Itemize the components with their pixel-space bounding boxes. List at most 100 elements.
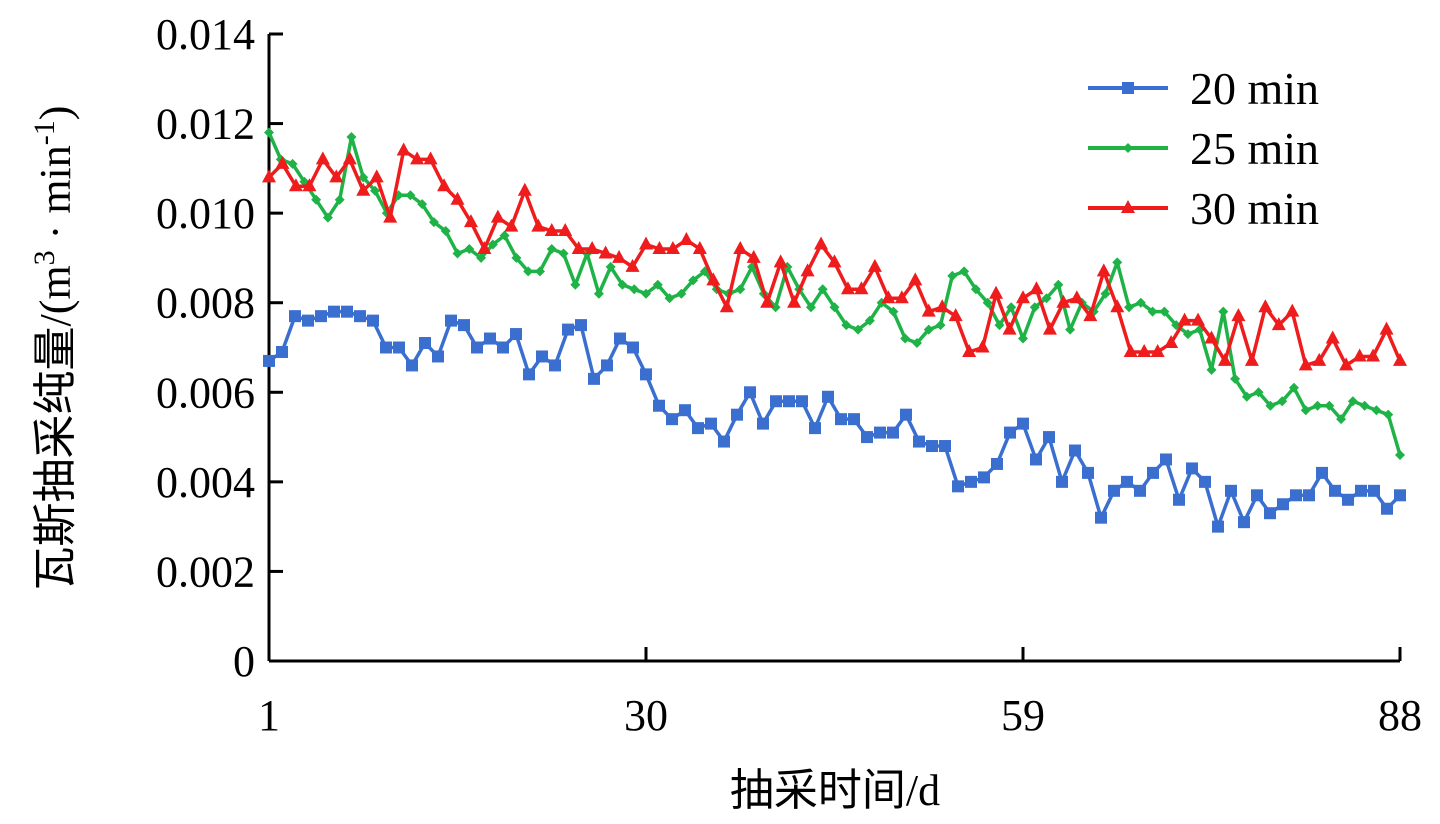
legend-item: 30 min: [1088, 183, 1319, 234]
y-tick-label: 0.002: [156, 547, 255, 596]
data-point: [894, 290, 909, 304]
data-point: [410, 151, 425, 165]
data-point: [959, 266, 970, 277]
data-point: [1002, 321, 1017, 335]
data-point: [440, 226, 451, 237]
data-point: [1253, 387, 1264, 398]
data-point: [652, 279, 663, 290]
data-point: [1018, 333, 1028, 344]
data-point: [517, 182, 532, 196]
data-point: [531, 218, 546, 232]
data-point: [1277, 396, 1288, 407]
data-point: [1082, 466, 1094, 479]
data-point: [731, 408, 743, 421]
y-axis-title-sup1: 3: [28, 250, 61, 265]
data-point: [428, 217, 439, 228]
data-point: [276, 345, 288, 358]
data-point: [1204, 330, 1219, 344]
x-tick-label: 1: [258, 691, 280, 740]
data-point: [800, 263, 815, 277]
data-point: [1108, 484, 1120, 497]
data-point: [935, 299, 950, 313]
data-point: [652, 240, 667, 254]
y-axis-title-main: 瓦斯抽采纯量/(m: [31, 265, 80, 590]
data-point: [417, 199, 428, 210]
data-point: [504, 218, 519, 232]
data-point: [1159, 306, 1170, 317]
data-point: [1347, 396, 1358, 407]
data-point: [887, 426, 899, 439]
data-point: [744, 386, 756, 399]
x-axis-title: 抽采时间/d: [730, 766, 940, 815]
data-point: [311, 194, 322, 205]
data-point: [1285, 303, 1300, 317]
legend-item: 20 min: [1088, 63, 1319, 114]
data-point: [970, 284, 981, 295]
data-point: [1300, 405, 1311, 416]
data-point: [948, 308, 963, 322]
data-point: [1110, 299, 1125, 313]
data-point: [419, 337, 431, 350]
data-point: [1312, 400, 1323, 411]
data-point: [805, 302, 816, 313]
data-point: [861, 431, 873, 444]
data-point: [511, 252, 522, 263]
data-point: [864, 315, 875, 326]
data-point: [1206, 364, 1217, 375]
data-point: [688, 275, 699, 286]
data-point: [911, 338, 922, 349]
data-point: [1042, 321, 1057, 335]
data-point: [393, 341, 405, 354]
data-point: [471, 341, 483, 354]
data-point: [367, 314, 379, 327]
data-point: [962, 343, 977, 357]
data-point: [1383, 409, 1394, 420]
data-point: [923, 324, 934, 335]
legend-label: 30 min: [1190, 183, 1319, 234]
data-point: [1112, 257, 1123, 268]
data-point: [598, 245, 613, 259]
data-point: [1231, 308, 1246, 322]
data-point: [965, 475, 977, 488]
data-point: [1124, 302, 1135, 313]
data-point: [490, 209, 505, 223]
data-point: [288, 178, 303, 192]
data-point: [921, 303, 936, 317]
data-point: [464, 243, 475, 254]
data-point: [1368, 484, 1380, 497]
data-point: [1069, 290, 1084, 304]
data-point: [1312, 352, 1327, 366]
data-point: [947, 270, 958, 281]
data-point: [783, 395, 795, 408]
data-point: [994, 320, 1005, 331]
data-point: [302, 178, 317, 192]
data-point: [1212, 520, 1224, 533]
data-point: [571, 240, 586, 254]
data-point: [817, 284, 828, 295]
legend: 20 min 25 min 30 min: [1088, 63, 1319, 234]
data-point: [706, 272, 721, 286]
data-point: [588, 372, 600, 385]
data-point: [601, 359, 613, 372]
data-point: [302, 314, 314, 327]
data-point: [356, 182, 371, 196]
data-point: [867, 258, 882, 272]
data-point: [484, 332, 496, 345]
data-point: [263, 354, 275, 367]
data-point: [1288, 382, 1299, 393]
data-point: [770, 395, 782, 408]
y-axis-title: 瓦斯抽采纯量/(m3 · min-1): [28, 106, 80, 591]
data-point: [900, 333, 911, 344]
data-point: [329, 169, 344, 183]
data-point: [640, 368, 652, 381]
data-point: [1264, 507, 1276, 520]
data-point: [1366, 348, 1381, 362]
data-point: [641, 288, 651, 299]
data-point: [432, 350, 444, 363]
y-tick-label: 0: [233, 637, 255, 686]
data-point: [975, 339, 990, 353]
data-point: [1359, 400, 1370, 411]
series-0: [263, 305, 1406, 533]
data-point: [558, 223, 573, 237]
data-point: [935, 320, 946, 331]
